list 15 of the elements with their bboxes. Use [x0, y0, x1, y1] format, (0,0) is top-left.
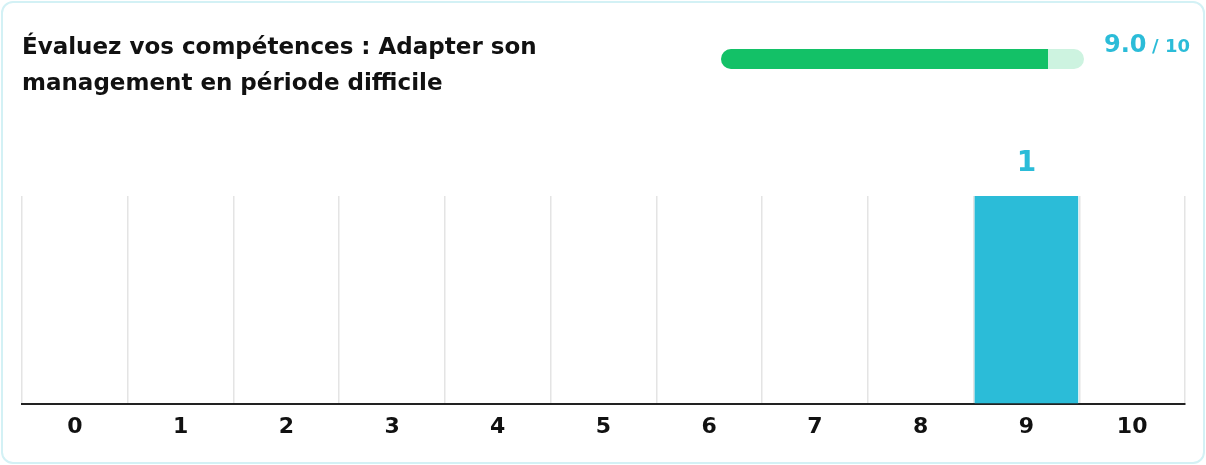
x-tick-label: 7	[807, 412, 823, 438]
data-label: 1	[1016, 145, 1037, 179]
x-tick-label: 10	[1116, 412, 1148, 438]
x-tick-label: 5	[595, 412, 612, 438]
x-tick-label: 2	[278, 412, 294, 438]
x-tick-label: 8	[913, 412, 929, 438]
text: 9.0	[1104, 30, 1147, 58]
chart-title: Évaluez vos compétences : Adapter son management en période difficile	[22, 31, 538, 97]
x-tick-label: 1	[172, 412, 189, 438]
x-tick-label: 9	[1018, 412, 1035, 438]
x-tick-label: 4	[490, 412, 506, 438]
text: / 10	[1152, 35, 1190, 56]
x-tick-label: 0	[67, 412, 83, 438]
x-tick-label: 3	[384, 412, 400, 438]
x-tick-label: 6	[701, 412, 717, 438]
